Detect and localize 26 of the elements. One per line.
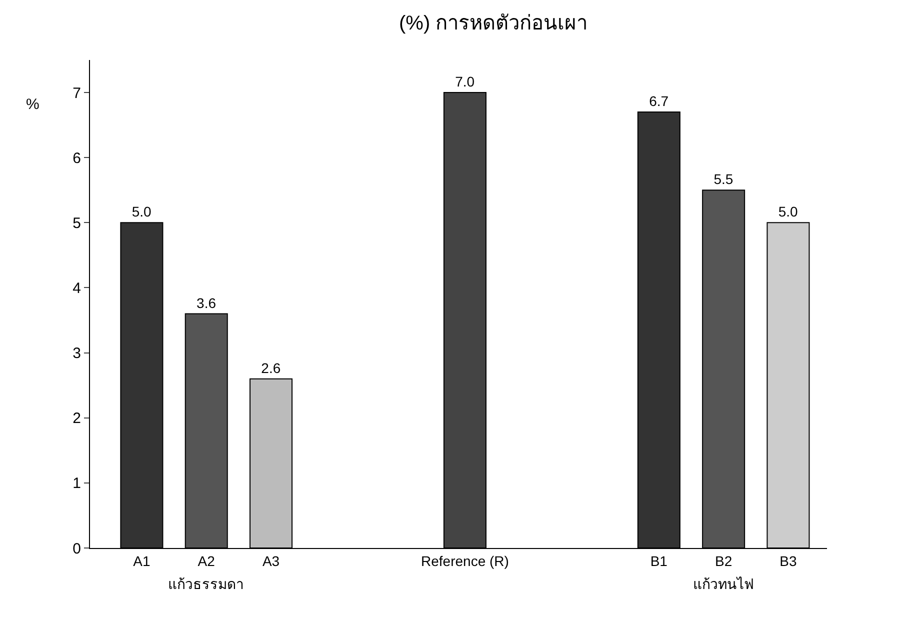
y-tick-label: 5 xyxy=(72,214,81,232)
y-axis-title: % xyxy=(26,96,40,113)
y-tick-label: 4 xyxy=(72,280,81,297)
data-label: 5.0 xyxy=(778,204,798,220)
x-tick-label: B3 xyxy=(780,552,797,569)
text: แก้วทนไฟ xyxy=(693,576,754,592)
x-tick-label: Reference (R) xyxy=(421,552,509,569)
text: แก้วธรรมดา xyxy=(168,576,244,592)
data-label: 5.0 xyxy=(132,204,152,220)
data-label: 2.6 xyxy=(261,360,281,376)
y-tick-label: 1 xyxy=(72,475,81,492)
chart-title: (%) การหดตัวก่อนเผา xyxy=(399,12,588,35)
y-tick-label: 0 xyxy=(72,540,81,558)
data-label: 6.7 xyxy=(649,93,669,110)
x-tick-label: A3 xyxy=(262,552,280,569)
x-tick-label: A2 xyxy=(198,552,216,569)
y-tick-label: 6 xyxy=(72,150,81,167)
x-tick-label: B2 xyxy=(714,552,732,569)
y-tick-label: 3 xyxy=(72,345,81,362)
y-tick-label: 2 xyxy=(72,410,81,428)
data-label: 7.0 xyxy=(455,74,475,90)
data-label: 3.6 xyxy=(196,294,216,311)
y-tick-label: 7 xyxy=(72,84,81,102)
data-label: 5.5 xyxy=(714,171,734,188)
x-tick-label: A1 xyxy=(133,552,150,569)
x-tick-label: B1 xyxy=(650,552,668,569)
